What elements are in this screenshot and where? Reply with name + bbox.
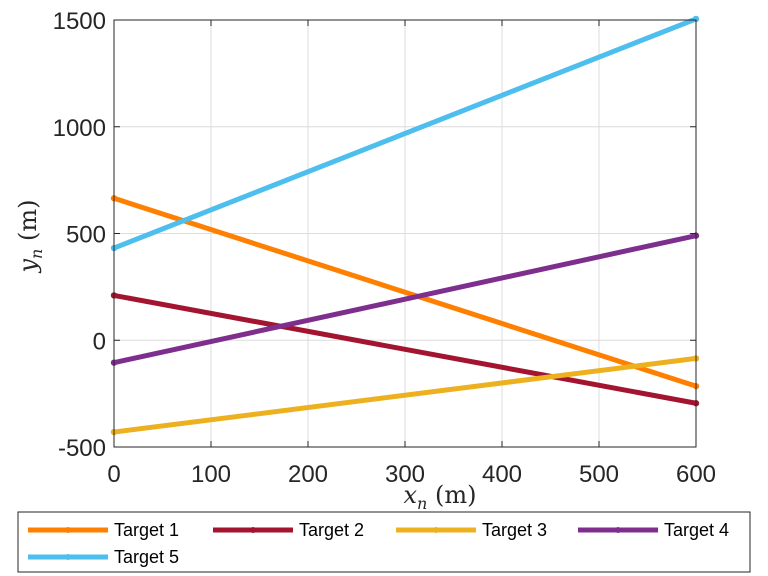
x-tick-label: 100 (191, 461, 231, 488)
series-line-target-1 (113, 195, 697, 389)
legend: Target 1 Target 2 Target 3 Target 4 Target 5 (17, 511, 751, 573)
series-line-target-5 (113, 16, 697, 251)
x-tick-label: 0 (107, 461, 120, 488)
y-axis-label: yn (m) (14, 200, 46, 274)
series-line-target-4 (113, 233, 697, 366)
legend-marker-target-1 (65, 527, 71, 533)
legend-marker-target-3 (433, 527, 439, 533)
legend-marker-target-2 (250, 527, 256, 533)
x-tick-label: 300 (385, 461, 425, 488)
x-axis-label: xn (m) (404, 481, 477, 513)
legend-label-target-1: Target 1 (114, 520, 179, 540)
y-tick-label: 0 (93, 328, 106, 355)
legend-box (17, 511, 751, 573)
legend-label-target-3: Target 3 (482, 520, 547, 540)
x-tick-label: 200 (288, 461, 328, 488)
x-tick-label: 600 (676, 461, 716, 488)
y-tick-label: 500 (66, 222, 106, 249)
legend-label-target-2: Target 2 (299, 520, 364, 540)
series-line-target-3 (113, 355, 697, 435)
legend-marker-target-5 (65, 554, 71, 560)
series-line-target-2 (113, 292, 697, 406)
series-endpoint-target-5 (692, 15, 700, 23)
x-tick-label: 400 (482, 461, 522, 488)
legend-label-target-5: Target 5 (114, 547, 179, 567)
x-tick-label: 500 (579, 461, 619, 488)
y-tick-label: 1000 (53, 115, 106, 142)
legend-label-target-4: Target 4 (664, 520, 729, 540)
y-tick-label: -500 (58, 435, 106, 462)
y-tick-label: 1500 (53, 8, 106, 35)
series-lines (110, 15, 700, 436)
legend-marker-target-4 (615, 527, 621, 533)
